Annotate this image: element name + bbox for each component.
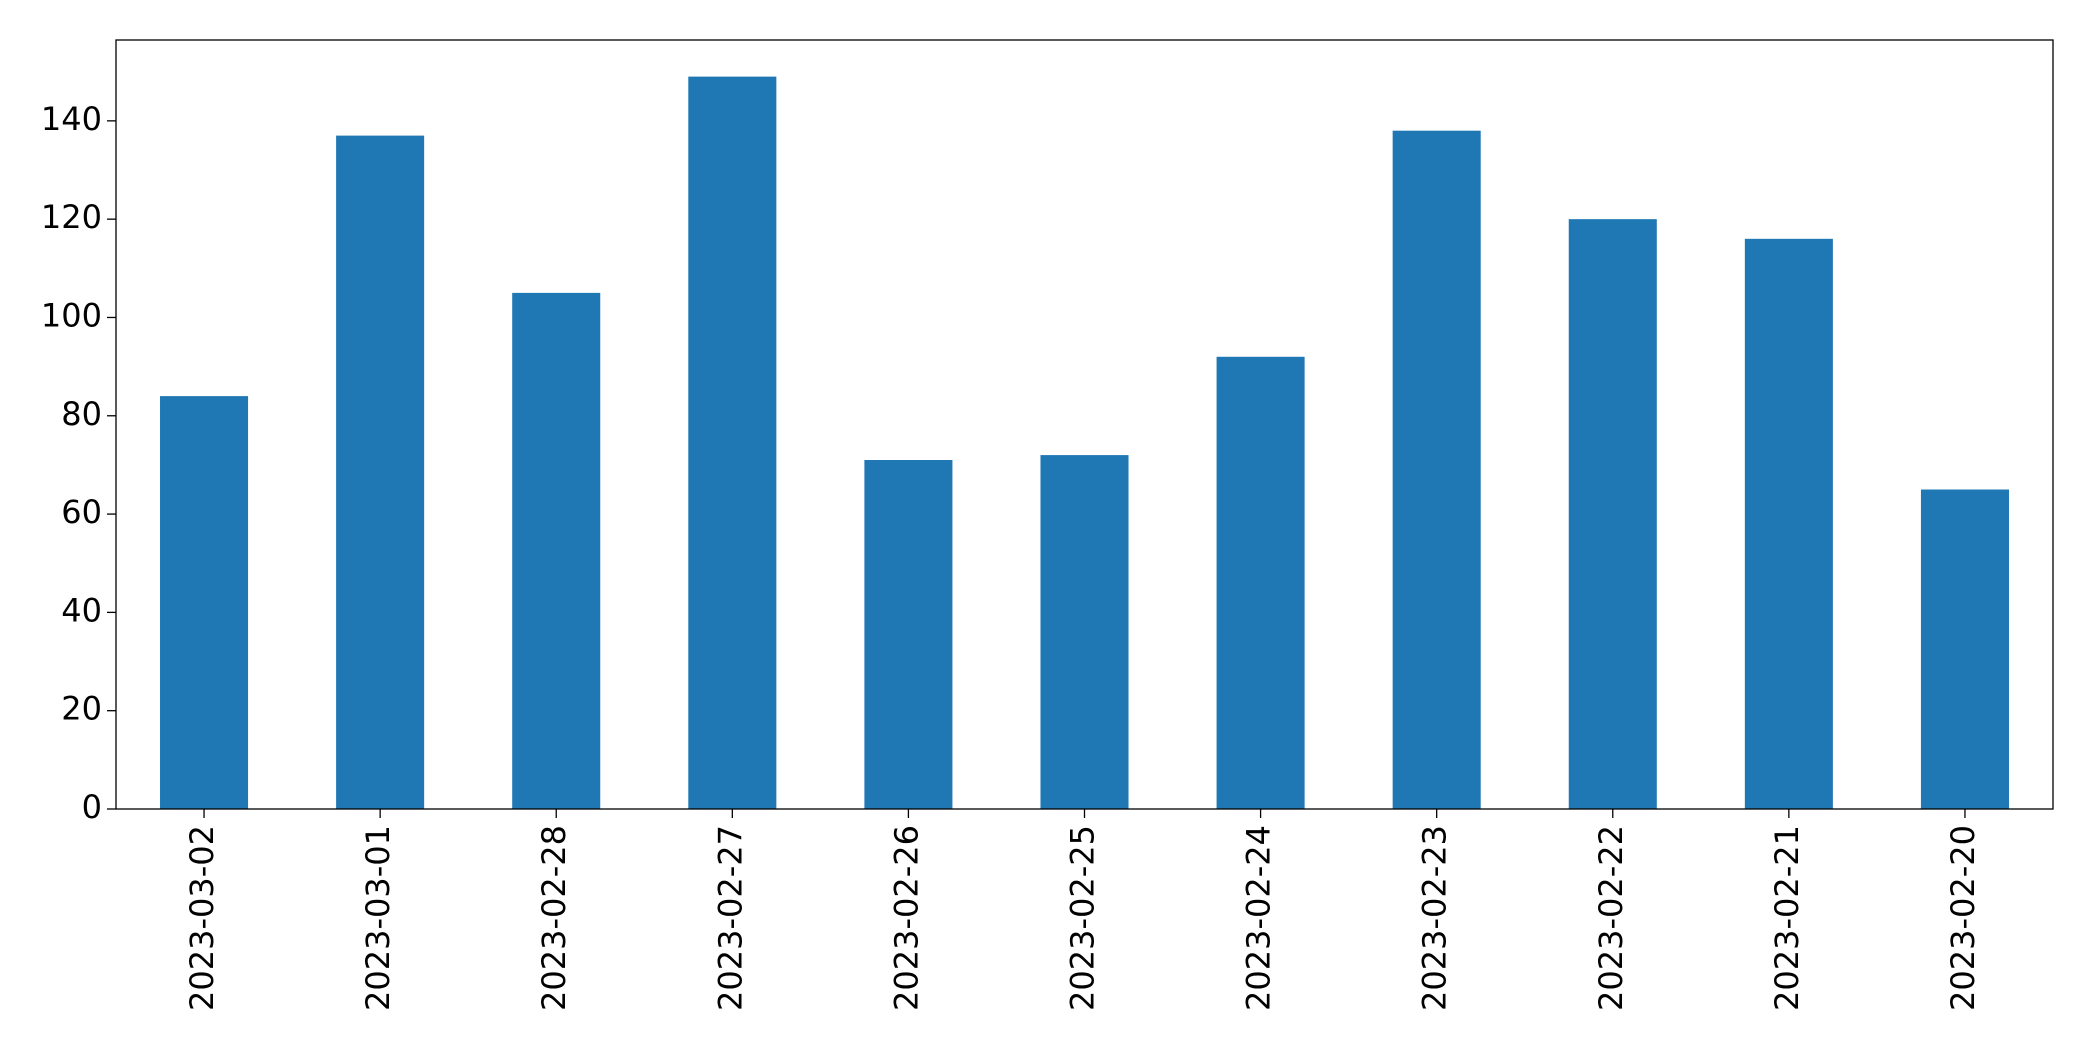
x-tick-label: 2023-02-27 — [711, 825, 749, 1011]
y-tick-label: 120 — [41, 198, 102, 236]
x-tick-label: 2023-02-20 — [1944, 825, 1982, 1011]
x-tick-label: 2023-02-23 — [1416, 825, 1454, 1011]
bar — [1744, 238, 1833, 809]
bar — [1392, 130, 1481, 809]
y-tick-label: 100 — [41, 296, 102, 334]
bar — [1216, 356, 1305, 809]
y-tick-label: 40 — [61, 591, 102, 629]
x-tick-label: 2023-02-24 — [1240, 825, 1278, 1011]
x-tick-label: 2023-02-22 — [1592, 825, 1630, 1011]
x-tick-label: 2023-02-28 — [535, 825, 573, 1011]
x-tick-label: 2023-02-26 — [887, 825, 925, 1011]
bar — [1568, 219, 1657, 810]
x-tick-label: 2023-02-21 — [1768, 825, 1806, 1011]
y-tick-label: 20 — [61, 690, 102, 728]
bar — [336, 135, 425, 809]
bar — [1920, 489, 2009, 809]
bar — [1040, 455, 1129, 809]
x-tick-label: 2023-03-02 — [183, 825, 221, 1011]
x-tick-label: 2023-03-01 — [359, 825, 397, 1011]
bar — [864, 460, 953, 809]
y-tick-label: 140 — [41, 100, 102, 138]
y-tick-label: 0 — [82, 788, 102, 826]
y-tick-label: 60 — [61, 493, 102, 531]
bar — [688, 76, 777, 810]
bar — [512, 292, 601, 810]
x-tick-label: 2023-02-25 — [1064, 825, 1102, 1011]
plot-frame — [115, 39, 2054, 810]
bar — [160, 396, 249, 809]
y-tick-label: 80 — [61, 395, 102, 433]
